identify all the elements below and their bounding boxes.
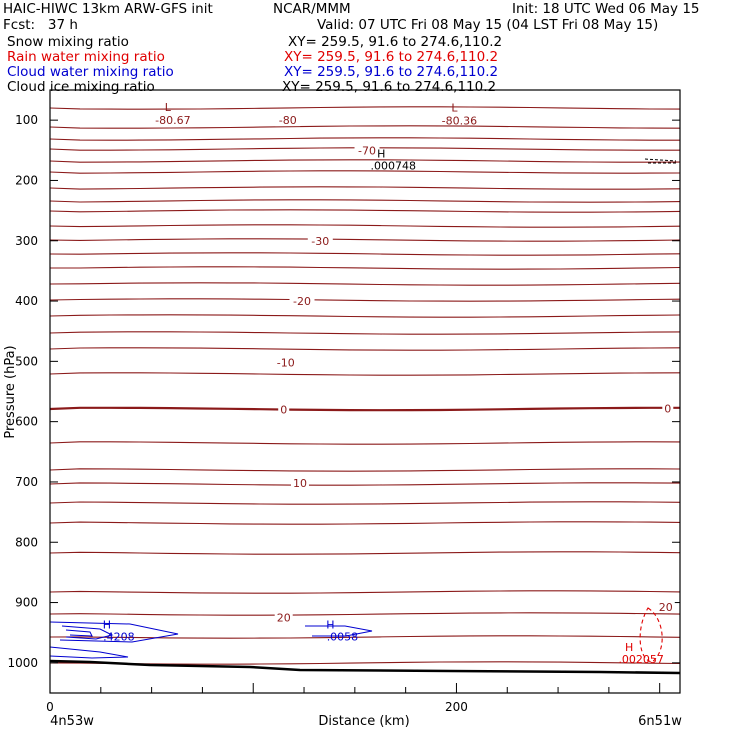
low-marker: L — [451, 102, 458, 115]
forecast-hour: Fcst: 37 h — [3, 17, 78, 33]
isotherm — [49, 331, 681, 335]
y-tick-label: 800 — [15, 535, 38, 549]
isotherm — [49, 612, 681, 616]
rain-water-contour — [639, 607, 663, 663]
x-start-label: 4n53w — [50, 714, 94, 729]
x-axis-title: Distance (km) — [318, 714, 409, 729]
high-value: .002057 — [618, 653, 664, 666]
contour-label-bg — [290, 476, 309, 490]
isotherm — [49, 186, 681, 190]
x-tick-label: 0 — [46, 700, 54, 714]
contour-label-bg — [278, 402, 290, 416]
isotherm — [49, 314, 681, 318]
cloud-water-contour — [61, 625, 114, 640]
isotherm-label: 20 — [659, 601, 673, 614]
isotherm-label: -30 — [311, 235, 329, 248]
isotherm-label: -20 — [293, 295, 311, 308]
x-end-label: 6n51w — [638, 714, 682, 729]
isotherm-label: 0 — [664, 402, 671, 415]
high-marker: H — [326, 618, 334, 631]
valid-time: Valid: 07 UTC Fri 08 May 15 (04 LST Fri … — [317, 17, 659, 33]
x-tick-label: 200 — [445, 700, 468, 714]
contour-label-bg — [662, 401, 674, 415]
isotherm — [49, 170, 681, 174]
y-axis-title: Pressure (hPa) — [3, 345, 18, 438]
contour-label-bg — [354, 143, 380, 157]
isotherm — [49, 224, 681, 228]
isotherm — [49, 347, 681, 351]
model-title: HAIC-HIWC 13km ARW-GFS init — [3, 1, 213, 17]
high-value: .000748 — [371, 160, 417, 173]
isotherm — [49, 252, 681, 256]
isotherm — [49, 137, 680, 141]
cloud-water-contour — [49, 646, 129, 659]
y-tick-label: 100 — [15, 113, 38, 127]
isotherm — [49, 106, 681, 110]
contour-label-bg — [274, 610, 293, 624]
cloud-water-contour — [49, 621, 179, 643]
field-label-cloud-ice: Cloud ice mixing ratio — [7, 79, 155, 95]
isotherm — [49, 590, 681, 594]
terrain-line — [49, 659, 681, 675]
contour-label-bg — [273, 355, 299, 369]
contour-label-bg — [289, 294, 315, 308]
isotherm-label: 20 — [277, 612, 291, 625]
isotherm — [49, 199, 681, 203]
cloud-water-contour — [65, 629, 93, 637]
isotherm — [49, 521, 681, 525]
isotherm-label: -80 — [279, 114, 297, 127]
high-value: .4208 — [103, 630, 135, 643]
y-tick-label: 1000 — [7, 656, 38, 670]
institution: NCAR/MMM — [273, 1, 351, 17]
y-tick-label: 400 — [15, 294, 38, 308]
y-tick-label: 900 — [15, 596, 38, 610]
isotherm-label: 0 — [280, 404, 287, 417]
isotherm — [49, 209, 681, 213]
low-value: -80.36 — [442, 115, 477, 128]
isotherm — [49, 238, 681, 242]
isotherm — [49, 125, 681, 129]
field-xy-snow: XY= 259.5, 91.6 to 274.6,110.2 — [288, 34, 503, 50]
isotherm — [49, 372, 681, 376]
field-label-cloud-water: Cloud water mixing ratio — [7, 64, 174, 80]
isotherm — [49, 441, 681, 445]
cloud-ice-contour — [644, 158, 677, 164]
plot-frame — [49, 89, 681, 694]
field-xy-rain: XY= 259.5, 91.6 to 274.6,110.2 — [284, 49, 499, 65]
y-tick-label: 600 — [15, 415, 38, 429]
contour-label-bg — [307, 233, 333, 247]
y-tick-label: 500 — [15, 354, 38, 368]
isotherm — [49, 468, 681, 472]
field-label-rain: Rain water mixing ratio — [7, 49, 165, 65]
isotherm — [49, 159, 681, 163]
isotherm-label: -10 — [277, 357, 295, 370]
low-value: -80.67 — [155, 114, 190, 127]
y-tick-label: 200 — [15, 173, 38, 187]
low-marker: L — [165, 101, 172, 114]
y-tick-label: 700 — [15, 475, 38, 489]
isotherm — [49, 282, 681, 286]
isotherm — [49, 406, 680, 412]
isotherm — [49, 298, 681, 302]
high-marker: H — [103, 618, 111, 631]
contour-label-bg — [656, 599, 675, 613]
field-xy-cloud-water: XY= 259.5, 91.6 to 274.6,110.2 — [284, 64, 499, 80]
init-time: Init: 18 UTC Wed 06 May 15 — [512, 1, 700, 17]
high-marker: H — [625, 641, 633, 654]
contour-label-bg — [275, 113, 301, 127]
isotherm — [49, 551, 681, 555]
high-marker: H — [377, 148, 385, 161]
cloud-water-contour — [305, 625, 373, 637]
isotherm — [49, 635, 681, 639]
isotherm — [50, 266, 681, 270]
y-tick-label: 300 — [15, 234, 38, 248]
field-xy-cloud-ice: XY= 259.5, 91.6 to 274.6,110.2 — [282, 79, 497, 95]
isotherm — [49, 501, 681, 505]
field-label-snow: Snow mixing ratio — [7, 34, 129, 50]
isotherm — [49, 482, 681, 486]
isotherm-label: -70 — [358, 144, 376, 157]
high-value: .0058 — [327, 630, 359, 643]
isotherm-label: 10 — [293, 477, 307, 490]
